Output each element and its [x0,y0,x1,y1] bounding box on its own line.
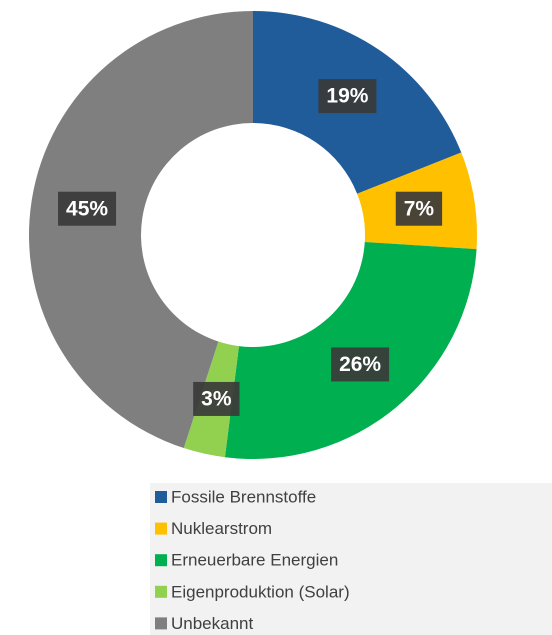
data-label-box [331,347,390,382]
legend-swatch [155,522,167,535]
donut-slice [28,11,254,449]
legend-label: Nuklearstrom [171,519,272,538]
data-label-box [58,191,117,226]
data-label: 19% [326,85,368,108]
legend-swatch [155,491,167,503]
data-label-box [318,79,377,114]
data-label: 26% [339,353,381,376]
data-label: 7% [404,197,435,220]
legend-label: Erneuerbare Energien [171,551,338,570]
legend-background [150,483,552,635]
legend-label: Fossile Brennstoffe [171,487,316,506]
legend-swatch [155,585,167,598]
legend-label: Unbekannt [171,614,254,633]
data-label: 45% [66,197,108,220]
legend-swatch [155,554,167,567]
legend-swatch [155,617,167,630]
data-label-box [395,191,443,226]
data-label: 3% [201,388,232,411]
legend-label: Eigenproduktion (Solar) [171,582,350,601]
data-label-box [193,381,240,416]
